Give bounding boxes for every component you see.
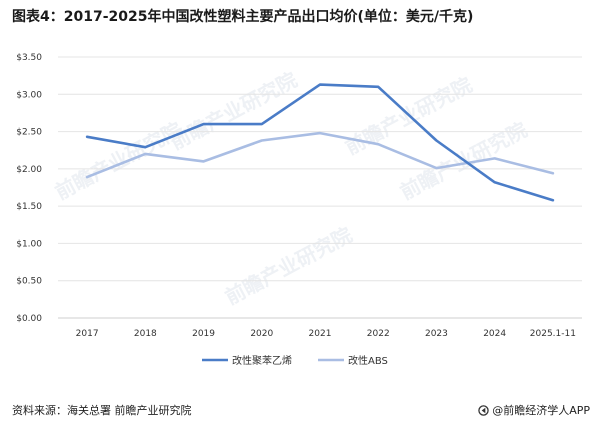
y-tick-label: $0.50 [16, 277, 42, 287]
y-tick-label: $2.00 [16, 165, 42, 175]
brand-logo-icon [478, 404, 489, 416]
brand-credit: @前瞻经济学人APP [478, 402, 590, 418]
legend-label: 改性聚苯乙烯 [232, 354, 292, 367]
watermark-text: 前瞻产业研究院 [221, 222, 356, 309]
y-tick-label: $1.50 [16, 202, 42, 212]
x-tick-label: 2021 [309, 329, 332, 339]
legend-label: 改性ABS [348, 354, 388, 367]
y-tick-label: $1.00 [16, 239, 42, 249]
source-note: 资料来源：海关总署 前瞻产业研究院 [12, 404, 192, 417]
grid-lines [58, 56, 582, 319]
x-tick-label: 2023 [425, 329, 448, 339]
chart-title: 图表4：2017-2025年中国改性塑料主要产品出口均价(单位：美元/千克) [12, 9, 474, 25]
series-lines [85, 83, 555, 202]
x-tick-label: 2020 [250, 329, 273, 339]
x-axis-ticks: 2017 2018 2019 2020 2021 2022 2023 2024 2025.1-1… [76, 329, 576, 339]
x-tick-label: 2022 [367, 329, 390, 339]
brand-text: @前瞻经济学人APP [492, 404, 590, 417]
x-tick-label: 2018 [134, 329, 157, 339]
x-tick-label: 2025.1-11 [530, 329, 576, 339]
y-tick-label: $3.00 [16, 90, 42, 100]
series-line [85, 83, 555, 202]
y-axis-ticks: $0.00 $0.50 $1.00 $1.50 $2.00 $2.50 $3.00 $3.50 [16, 53, 42, 324]
y-tick-label: $2.50 [16, 128, 42, 138]
series-line [85, 131, 555, 179]
legend: 改性聚苯乙烯 改性ABS [202, 354, 388, 367]
x-tick-label: 2019 [192, 329, 215, 339]
y-tick-label: $3.50 [16, 53, 42, 63]
x-tick-label: 2024 [483, 329, 506, 339]
x-tick-label: 2017 [76, 329, 99, 339]
y-tick-label: $0.00 [16, 314, 42, 324]
watermark-text: 前瞻产业研究院 [51, 117, 186, 204]
